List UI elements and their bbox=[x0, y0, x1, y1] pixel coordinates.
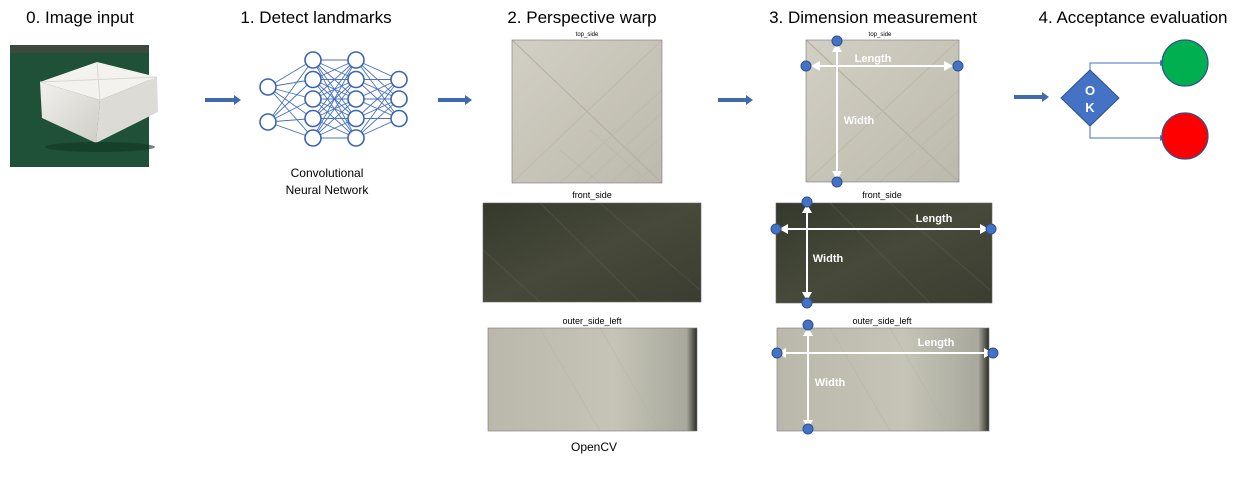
network-node bbox=[390, 70, 408, 89]
network-edge bbox=[355, 79, 400, 139]
landmark-point bbox=[770, 223, 782, 235]
landmark-point bbox=[952, 60, 964, 72]
panel-title-left: outer_side_left bbox=[562, 316, 622, 326]
network-edge bbox=[267, 86, 314, 119]
measure-panel-left: outer_side_left Length Width bbox=[771, 316, 999, 435]
panel-title-front: front_side bbox=[572, 190, 612, 200]
width-label-top: Width bbox=[844, 115, 875, 127]
length-label-top: Length bbox=[855, 53, 892, 65]
width-label-front: Width bbox=[813, 253, 844, 265]
landmark-point bbox=[987, 347, 999, 359]
measure-panel-front: front_side Length Width bbox=[770, 190, 997, 309]
measure-image-left bbox=[777, 328, 989, 431]
length-label-left: Length bbox=[918, 337, 955, 349]
network-edge bbox=[267, 59, 314, 123]
network-edge bbox=[312, 59, 357, 100]
network-node bbox=[347, 51, 365, 69]
fail-indicator-red bbox=[1161, 112, 1209, 160]
panel-title-top: top_side bbox=[576, 32, 599, 38]
cnn-caption-line-2: Neural Network bbox=[286, 183, 370, 197]
network-edge bbox=[267, 86, 314, 139]
input-photo bbox=[10, 45, 158, 167]
landmark-point bbox=[831, 176, 843, 188]
network-node bbox=[304, 70, 322, 89]
network-edge bbox=[312, 59, 357, 139]
warp-panel-left: outer_side_left bbox=[487, 316, 698, 432]
panel-image-left bbox=[488, 328, 697, 431]
photo-background-top bbox=[10, 45, 149, 53]
warp-panel-front: front_side bbox=[482, 190, 702, 303]
network-nodes bbox=[259, 51, 408, 147]
connector-pass bbox=[1089, 62, 1160, 70]
network-edges bbox=[267, 59, 400, 139]
panel-image-front bbox=[483, 203, 701, 302]
arrow-2-3 bbox=[718, 95, 753, 105]
network-node bbox=[347, 109, 365, 128]
acceptance-flow: O K bbox=[1060, 39, 1209, 160]
network-edge bbox=[355, 79, 400, 119]
decision-label-line-1: O bbox=[1085, 83, 1095, 98]
stage-3-title: 3. Dimension measurement bbox=[769, 8, 977, 27]
network-node bbox=[347, 129, 365, 147]
network-node bbox=[304, 90, 322, 108]
network-edge bbox=[267, 79, 314, 123]
stage-arrows bbox=[205, 92, 1049, 105]
landmark-point bbox=[801, 196, 813, 208]
network-node bbox=[259, 78, 277, 96]
measure-panel-top: top_side Length Width bbox=[800, 32, 964, 188]
landmark-point bbox=[802, 423, 814, 435]
decision-label-line-2: K bbox=[1085, 100, 1095, 115]
network-node bbox=[347, 90, 365, 108]
measure-image-front bbox=[776, 203, 992, 303]
warp-panel-top: top_side bbox=[511, 32, 663, 184]
landmark-point bbox=[800, 60, 812, 72]
opencv-caption: OpenCV bbox=[571, 440, 617, 454]
stage-2-title: 2. Perspective warp bbox=[507, 8, 656, 27]
decision-diamond bbox=[1060, 69, 1120, 127]
length-label-front: Length bbox=[916, 213, 953, 225]
network-edge bbox=[312, 79, 357, 139]
landmark-point bbox=[802, 319, 814, 331]
box-side-face bbox=[96, 77, 158, 143]
pass-indicator-green bbox=[1161, 39, 1209, 87]
network-node bbox=[390, 109, 408, 128]
network-node bbox=[304, 109, 322, 128]
measure-title-top: top_side bbox=[869, 32, 892, 38]
network-edge bbox=[355, 98, 400, 139]
connector-fail bbox=[1089, 126, 1160, 139]
measure-title-left: outer_side_left bbox=[852, 316, 912, 326]
network-edge bbox=[312, 59, 357, 119]
measure-title-front: front_side bbox=[862, 190, 902, 200]
cnn-caption-line-1: Convolutional bbox=[291, 166, 364, 180]
network-node bbox=[304, 51, 322, 69]
landmark-point bbox=[985, 223, 997, 235]
network-node bbox=[304, 129, 322, 147]
landmark-point bbox=[801, 297, 813, 309]
landmark-point bbox=[831, 35, 843, 47]
width-label-left: Width bbox=[815, 377, 846, 389]
arrow-3-4 bbox=[1014, 92, 1049, 102]
landmark-point bbox=[771, 347, 783, 359]
stage-0-title: 0. Image input bbox=[26, 8, 134, 27]
stage-1-title: 1. Detect landmarks bbox=[240, 8, 391, 27]
network-node bbox=[390, 90, 408, 108]
stage-4-title: 4. Acceptance evaluation bbox=[1038, 8, 1227, 27]
network-edge bbox=[312, 98, 357, 139]
arrow-0-1 bbox=[205, 95, 241, 105]
box-front-face bbox=[40, 82, 100, 143]
network-node bbox=[347, 70, 365, 89]
network-node bbox=[259, 113, 277, 131]
arrow-1-2 bbox=[438, 95, 472, 105]
neural-network-icon bbox=[259, 51, 408, 147]
